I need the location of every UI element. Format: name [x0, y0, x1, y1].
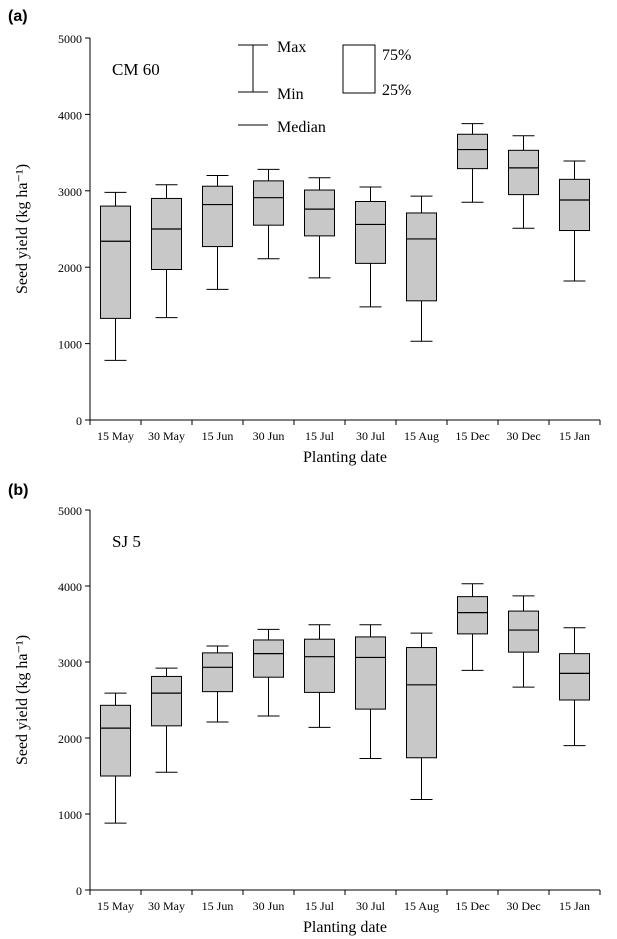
x-tick-label: 15 Aug	[404, 899, 439, 913]
y-tick-label: 0	[76, 414, 82, 428]
y-tick-label: 2000	[58, 732, 82, 746]
y-tick-label: 4000	[58, 108, 82, 122]
y-tick-label: 5000	[58, 504, 82, 518]
box-iqr	[355, 200, 386, 264]
box-iqr	[202, 652, 233, 693]
x-tick-label: 30 Dec	[506, 429, 540, 443]
box-iqr	[253, 639, 284, 678]
x-tick-label: 15 Jul	[305, 899, 335, 913]
box-iqr	[151, 675, 182, 727]
box-iqr	[151, 197, 182, 270]
chart-panel-b: (b) SJ 5 0 1000 2000 3000 4000 5000 15 May 30 May…	[8, 482, 601, 936]
box-iqr	[457, 596, 488, 635]
box-iqr	[559, 178, 590, 232]
box-4	[253, 168, 284, 260]
box-iqr	[508, 610, 539, 653]
x-tick-label: 30 Jul	[356, 899, 386, 913]
y-tick-label: 5000	[58, 32, 82, 46]
y-tick-label: 3000	[58, 185, 82, 199]
box-8	[457, 123, 488, 203]
box-2	[151, 184, 182, 319]
y-tick-label: 4000	[58, 580, 82, 594]
box-6	[355, 624, 386, 760]
box-iqr	[100, 704, 131, 777]
box-9	[508, 595, 539, 688]
x-axis-title: Planting date	[303, 449, 387, 466]
box-5	[304, 177, 335, 279]
legend: Max Min 75% 25% Median	[238, 39, 411, 136]
y-tick-label: 1000	[58, 338, 82, 352]
x-tick-label: 15 Jun	[202, 899, 234, 913]
box-9	[508, 135, 539, 229]
box-iqr	[100, 205, 131, 319]
box-iqr	[202, 185, 233, 248]
box-iqr	[406, 212, 437, 302]
x-tick-label: 15 Dec	[455, 899, 489, 913]
panel-label: (a)	[8, 8, 28, 25]
box-1	[100, 191, 131, 361]
y-axis-title: Seed yield (kg ha⁻¹)	[14, 164, 31, 294]
x-tick-label: 15 Dec	[455, 429, 489, 443]
legend-box	[342, 44, 376, 94]
x-tick-label: 30 May	[148, 429, 185, 443]
x-axis-title: Planting date	[303, 919, 387, 936]
box-iqr	[253, 180, 284, 226]
x-tick-label: 15 May	[97, 429, 134, 443]
box-iqr	[457, 133, 488, 170]
box-7	[406, 632, 437, 801]
box-iqr	[508, 149, 539, 196]
box-6	[355, 186, 386, 308]
x-tick-label: 15 Jul	[305, 429, 335, 443]
y-axis-title: Seed yield (kg ha⁻¹)	[14, 635, 31, 765]
x-tick-label: 30 May	[148, 899, 185, 913]
box-iqr	[406, 647, 437, 759]
legend-q1-label: 25%	[382, 82, 411, 99]
cultivar-label: SJ 5	[112, 532, 141, 551]
box-1	[100, 692, 131, 824]
box-8	[457, 583, 488, 671]
y-tick-label: 2000	[58, 261, 82, 275]
box-2	[151, 667, 182, 773]
x-tick-label: 30 Dec	[506, 899, 540, 913]
box-3	[202, 645, 233, 723]
x-tick-label: 15 Aug	[404, 429, 439, 443]
box-iqr	[559, 653, 590, 701]
x-tick-label: 15 Jan	[559, 429, 590, 443]
panel-label: (b)	[8, 482, 28, 499]
x-tick-label: 30 Jun	[253, 429, 285, 443]
box-iqr	[304, 638, 335, 693]
box-5	[304, 624, 335, 728]
legend-max-label: Max	[277, 39, 306, 56]
legend-q3-label: 75%	[382, 47, 411, 64]
x-tick-label: 30 Jun	[253, 899, 285, 913]
legend-min-label: Min	[277, 86, 304, 103]
x-tick-label: 15 Jan	[559, 899, 590, 913]
box-4	[253, 628, 284, 717]
y-tick-label: 1000	[58, 808, 82, 822]
legend-median-label: Median	[277, 119, 326, 136]
x-tick-label: 30 Jul	[356, 429, 386, 443]
cultivar-label: CM 60	[112, 60, 160, 79]
y-tick-label: 3000	[58, 656, 82, 670]
box-3	[202, 175, 233, 290]
box-iqr	[304, 189, 335, 237]
x-tick-label: 15 May	[97, 899, 134, 913]
box-10	[559, 627, 590, 747]
x-tick-label: 15 Jun	[202, 429, 234, 443]
chart-panel-a: (a) CM 60 0 1000 2000 3000 4000 5000 15 May 30 Ma…	[8, 8, 601, 466]
box-iqr	[355, 636, 386, 710]
box-10	[559, 160, 590, 282]
y-tick-label: 0	[76, 884, 82, 898]
box-7	[406, 195, 437, 342]
